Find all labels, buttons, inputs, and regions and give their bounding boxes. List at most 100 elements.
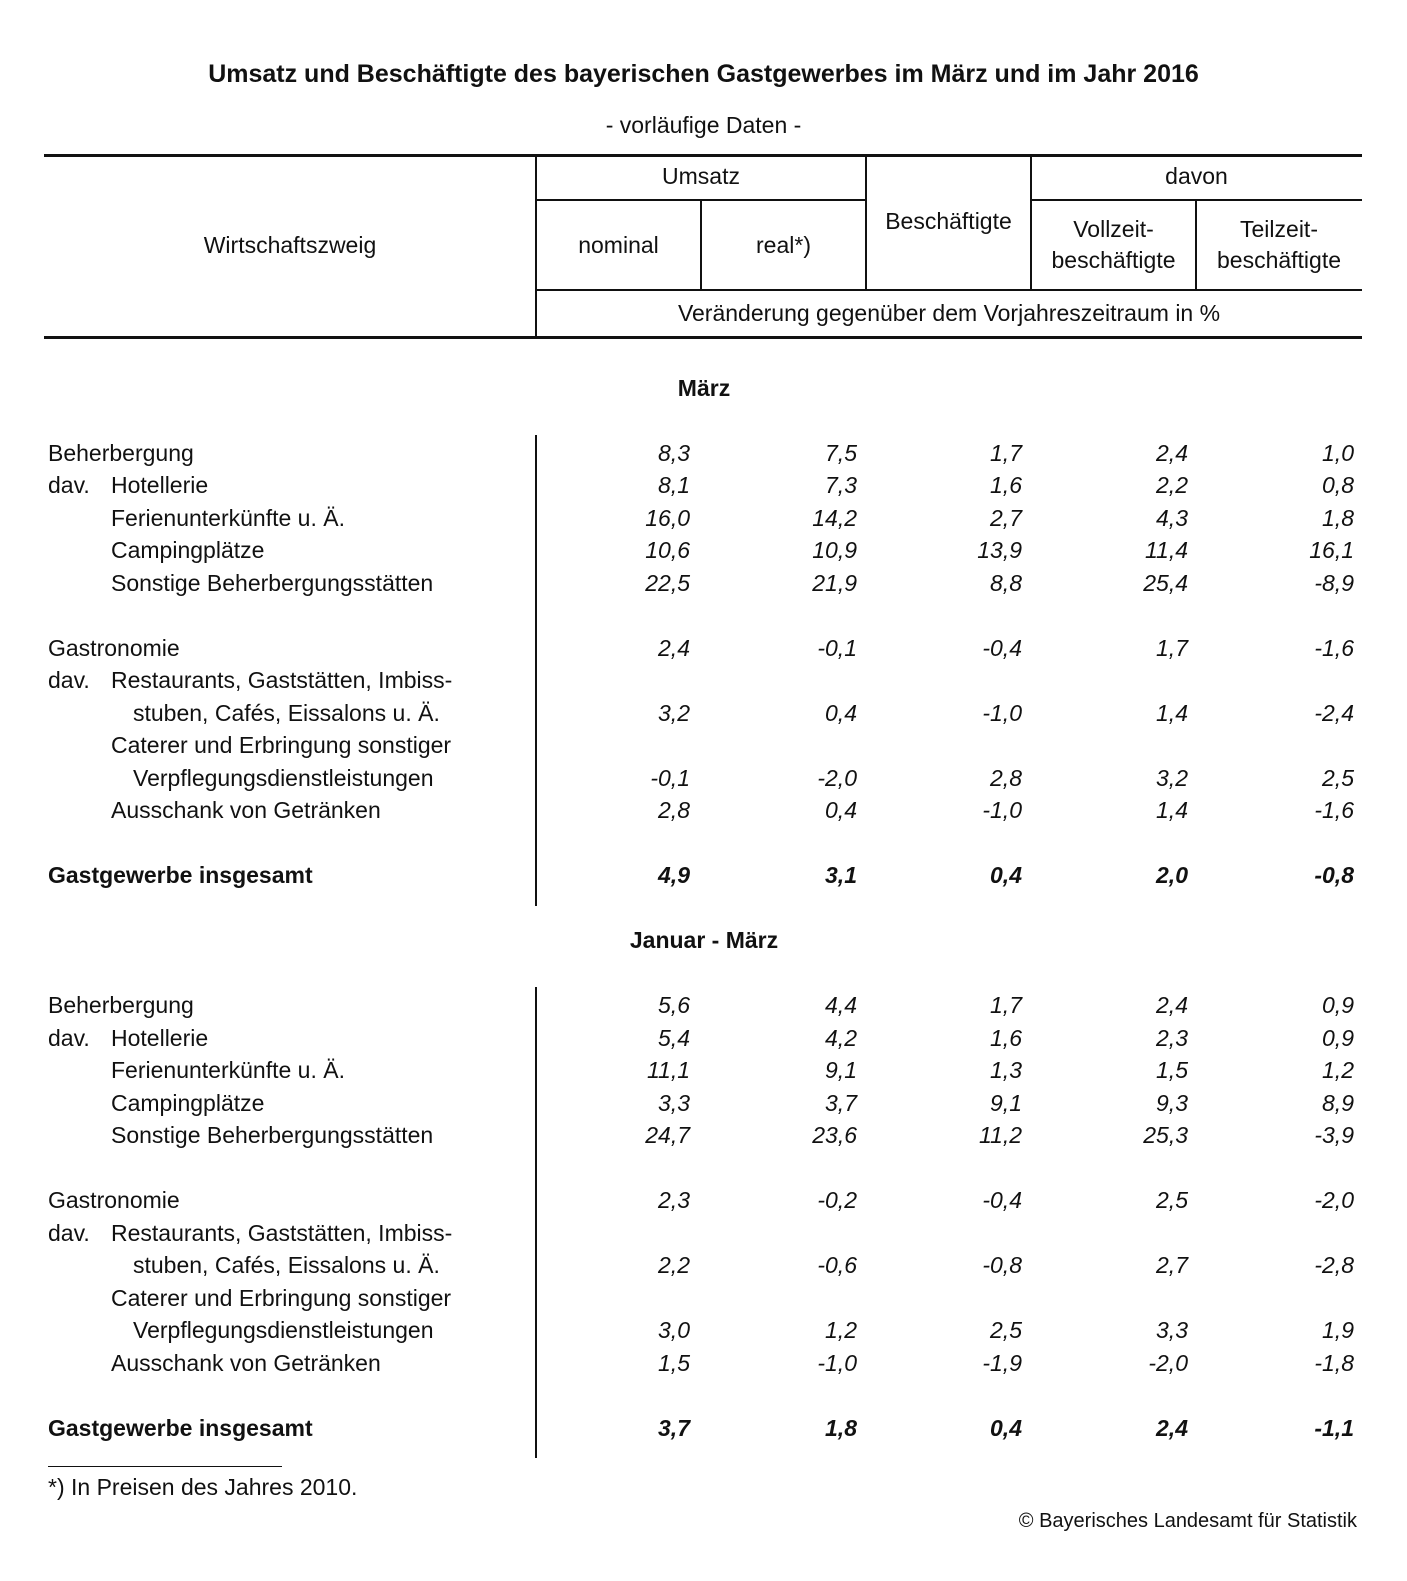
cell-value: 8,3 [658, 439, 690, 466]
cell-value: -1,6 [1314, 634, 1354, 661]
cell-value: 2,7 [990, 504, 1022, 531]
cell-value: 25,4 [1143, 569, 1188, 596]
divider [44, 154, 1362, 157]
cell-value: 1,2 [825, 1317, 857, 1343]
cell-value: 0,4 [825, 797, 857, 823]
table-row: stuben, Cafés, Eissalons u. Ä. 3,2 0,4 -1,0… [44, 697, 1362, 730]
cell-value: 0,4 [825, 699, 857, 726]
cell-value: 10,6 [645, 537, 690, 563]
divider [535, 155, 537, 337]
cell-value: 1,6 [990, 472, 1022, 498]
cell-value: 2,8 [658, 797, 690, 823]
cell-value: -2,0 [1314, 1187, 1354, 1213]
row-label: Campingplätze [111, 537, 265, 563]
cell-value: -1,6 [1314, 797, 1354, 823]
cell-value: 2,4 [658, 634, 690, 661]
row-label: Ausschank von Getränken [111, 1349, 381, 1376]
page-subtitle: - vorläufige Daten - [605, 112, 802, 138]
table-row: dav. Restaurants, Gaststätten, Imbiss- [44, 1217, 1362, 1250]
cell-value: 2,4 [1156, 992, 1188, 1018]
cell-value: 1,5 [658, 1349, 690, 1376]
table-row: Ausschank von Getränken 1,5 -1,0 -1,9 -2,0 -1… [44, 1347, 1362, 1380]
cell-value: -2,4 [1314, 699, 1354, 726]
table-row: Verpflegungsdienstleistungen -0,1 -2,0 2,8 3… [44, 762, 1362, 795]
cell-value: 3,0 [658, 1317, 690, 1343]
section-heading: Januar - März [629, 927, 779, 953]
spacer-row [44, 827, 1362, 860]
cell-value: 0,4 [990, 862, 1022, 888]
table-row: Ferienunterkünfte u. Ä. 11,1 9,1 1,3 1,5 1,2 [44, 1054, 1362, 1087]
cell-value: 14,2 [812, 504, 857, 531]
cell-value: -3,9 [1314, 1122, 1354, 1148]
cell-value: 11,2 [978, 1122, 1022, 1148]
cell-value: -0,4 [982, 634, 1022, 661]
cell-value: -0,6 [817, 1252, 857, 1278]
table-row: Caterer und Erbringung sonstiger [44, 729, 1362, 762]
cell-value: 10,9 [812, 537, 857, 563]
cell-value: 1,9 [1322, 1317, 1354, 1343]
cell-value: 3,3 [1156, 1317, 1188, 1343]
row-label: Ferienunterkünfte u. Ä. [111, 1057, 345, 1083]
cell-value: 1,6 [990, 1024, 1022, 1051]
cell-value: -1,0 [982, 797, 1022, 823]
table-row: Sonstige Beherbergungsstätten 24,7 23,6 11,… [44, 1119, 1362, 1152]
row-label: Caterer und Erbringung sonstiger [111, 1284, 452, 1311]
cell-value: 2,0 [1156, 862, 1188, 888]
cell-value: -0,1 [817, 634, 857, 661]
cell-value: 8,1 [658, 472, 690, 498]
cell-value: -2,0 [1148, 1349, 1188, 1376]
header-vollzeit: Vollzeit- beschäftigte [1031, 214, 1196, 276]
row-label: stuben, Cafés, Eissalons u. Ä. [133, 699, 440, 726]
section-heading: März [677, 374, 731, 401]
table-row: Ferienunterkünfte u. Ä. 16,0 14,2 2,7 4,3 1,8 [44, 502, 1362, 535]
cell-value: 11,1 [646, 1057, 690, 1083]
table-row: Ausschank von Getränken 2,8 0,4 -1,0 1,4 -1,6 [44, 794, 1362, 827]
row-label: Campingplätze [111, 1089, 265, 1116]
row-label: stuben, Cafés, Eissalons u. Ä. [133, 1252, 440, 1278]
cell-value: 1,8 [825, 1414, 857, 1441]
cell-value: 1,8 [1322, 504, 1354, 531]
cell-value: 2,3 [658, 1187, 690, 1213]
cell-value: 9,1 [990, 1089, 1022, 1116]
cell-value: 8,8 [990, 569, 1022, 596]
header-vollzeit-line1: Vollzeit- [1073, 216, 1154, 242]
divider [700, 200, 702, 290]
row-label: Sonstige Beherbergungsstätten [111, 569, 434, 596]
footnote: *) In Preisen des Jahres 2010. [48, 1474, 358, 1500]
cell-value: 2,2 [1156, 472, 1188, 498]
cell-value: 1,3 [990, 1057, 1022, 1083]
spacer-row [44, 957, 1362, 990]
row-label: Gastronomie [48, 1187, 180, 1213]
divider [1030, 155, 1032, 290]
row-label: Verpflegungsdienstleistungen [133, 764, 434, 791]
cell-value: -1,9 [982, 1349, 1022, 1376]
header-beschaeftigte: Beschäftigte [885, 208, 1012, 234]
cell-value: 3,7 [658, 1414, 690, 1441]
table-row: Beherbergung 8,3 7,5 1,7 2,4 1,0 [44, 437, 1362, 470]
cell-value: 0,9 [1322, 992, 1354, 1018]
cell-value: 16,1 [1309, 537, 1354, 563]
cell-value: 3,1 [825, 862, 857, 888]
cell-value: 5,4 [658, 1024, 690, 1051]
cell-value: 16,0 [645, 504, 690, 531]
row-prefix: dav. [48, 472, 90, 498]
row-label: Gastgewerbe insgesamt [48, 862, 313, 888]
row-label: Gastgewerbe insgesamt [48, 1414, 313, 1441]
cell-value: 5,6 [658, 992, 690, 1018]
page-title: Umsatz und Beschäftigte des bayerischen … [208, 60, 1199, 88]
cell-value: 9,3 [1156, 1089, 1188, 1116]
section-block: Beherbergung 5,6 4,4 1,7 2,4 0,9 dav. Hotelleri… [44, 987, 1362, 1458]
cell-value: 3,7 [825, 1089, 857, 1116]
cell-value: -0,2 [817, 1187, 857, 1213]
cell-value: 1,4 [1156, 797, 1188, 823]
table-row: Caterer und Erbringung sonstiger [44, 1282, 1362, 1315]
divider [44, 336, 1362, 339]
cell-value: 8,9 [1322, 1089, 1354, 1116]
cell-value: 1,5 [1156, 1057, 1188, 1083]
table-row: dav. Hotellerie 8,1 7,3 1,6 2,2 0,8 [44, 469, 1362, 502]
row-label: Verpflegungsdienstleistungen [133, 1317, 434, 1343]
cell-value: 1,7 [1156, 634, 1188, 661]
cell-value: -8,9 [1314, 569, 1354, 596]
cell-value: 25,3 [1143, 1122, 1188, 1148]
row-label: Ausschank von Getränken [111, 797, 381, 823]
